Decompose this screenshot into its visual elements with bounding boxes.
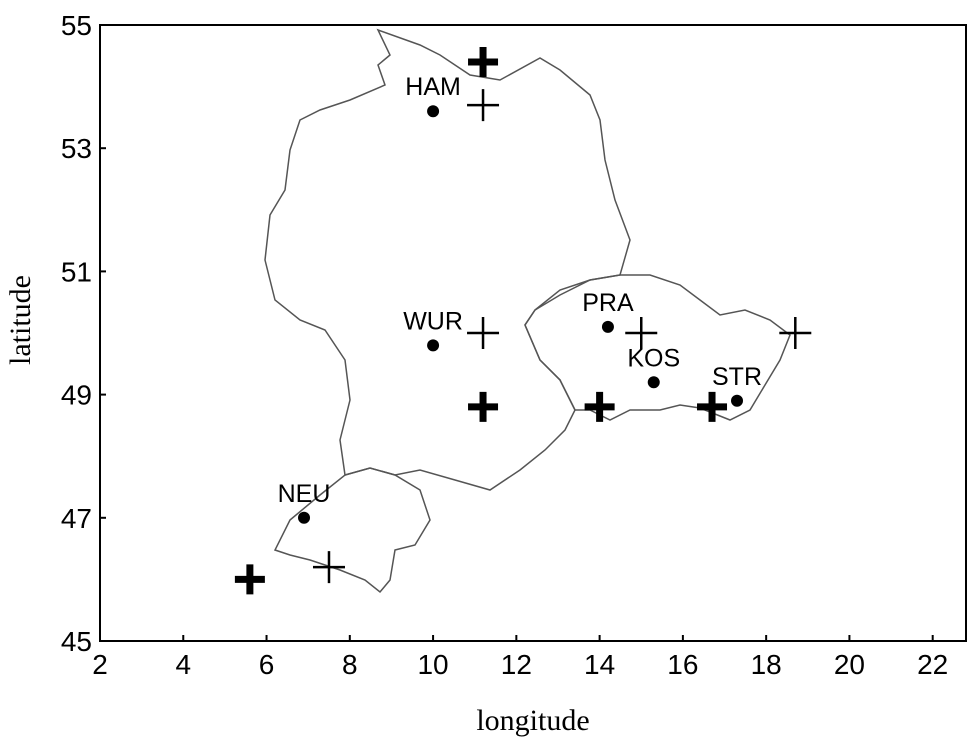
- cross-marker: [467, 89, 500, 122]
- x-tick-label: 10: [417, 649, 448, 680]
- y-tick-label: 51: [61, 256, 92, 287]
- x-tick-label: 20: [834, 649, 865, 680]
- bold-cross-marker: [234, 564, 265, 595]
- country-outlines: [264, 28, 791, 594]
- station-label: NEU: [278, 480, 331, 508]
- y-axis-title: latitude: [4, 275, 37, 365]
- station-dot: [647, 376, 660, 389]
- x-tick-label: 18: [751, 649, 782, 680]
- x-tick-label: 6: [259, 649, 275, 680]
- cross-marker: [312, 551, 345, 584]
- cross-marker: [779, 317, 812, 349]
- x-tick-label: 12: [501, 649, 532, 680]
- switzerland-outline: [273, 467, 431, 594]
- czech-outline: [524, 274, 791, 421]
- station-label: PRA: [582, 289, 634, 317]
- x-tick-label: 14: [584, 649, 615, 680]
- x-axis-title: longitude: [476, 704, 589, 737]
- station-dot: [427, 339, 440, 352]
- station-label: STR: [712, 363, 762, 391]
- y-tick-label: 53: [61, 133, 92, 164]
- x-tick-label: 4: [175, 649, 191, 680]
- cross-marker: [625, 317, 658, 349]
- x-tick-label: 16: [667, 649, 698, 680]
- y-tick-label: 49: [61, 380, 92, 411]
- bold-cross-marker: [468, 391, 499, 422]
- station-label: KOS: [627, 344, 680, 372]
- cross-marker: [467, 317, 500, 349]
- station-label: HAM: [405, 73, 461, 101]
- germany-outline: [264, 28, 631, 491]
- y-tick-label: 47: [61, 503, 92, 534]
- bold-cross-marker: [584, 391, 615, 422]
- y-tick-label: 45: [61, 626, 92, 657]
- plot-frame: [99, 24, 967, 642]
- bold-cross-marker: [468, 46, 499, 77]
- x-tick-label: 8: [342, 649, 358, 680]
- station-dot: [601, 320, 614, 333]
- station-dot: [731, 394, 744, 407]
- x-tick-label: 22: [917, 649, 948, 680]
- y-tick-label: 55: [61, 10, 92, 41]
- station-dot: [427, 105, 440, 118]
- bold-cross-marker: [697, 391, 728, 422]
- station-label: WUR: [403, 307, 463, 335]
- x-tick-label: 2: [92, 649, 108, 680]
- station-dot: [298, 511, 311, 524]
